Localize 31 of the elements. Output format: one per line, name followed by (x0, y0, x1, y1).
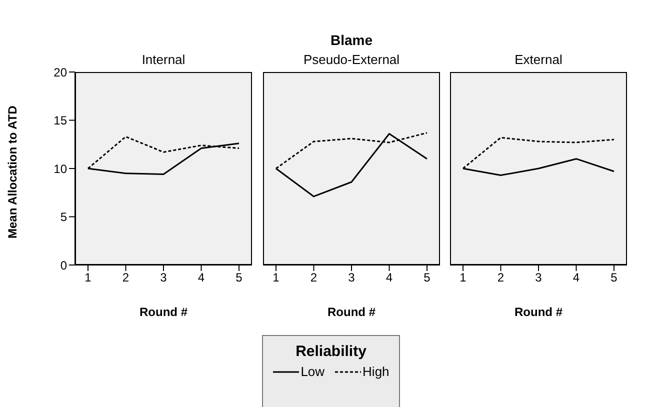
x-tick-label: 1 (84, 270, 92, 285)
x-tick-label: 4 (198, 270, 205, 285)
x-tick-label: 3 (535, 270, 542, 285)
x-tick-label: 2 (122, 270, 130, 285)
x-tick-label: 1 (272, 270, 280, 285)
chart-subtitle: Pseudo-External (302, 52, 401, 67)
chart-subtitle: External (514, 52, 564, 67)
x-tick-label: 3 (160, 270, 168, 285)
y-tick-label: 15 (54, 114, 68, 128)
y-tick-label: 10 (54, 162, 68, 176)
y-tick-label: 0 (60, 258, 68, 272)
x-tick-label: 1 (460, 270, 467, 285)
x-axis-title: Round # (140, 305, 188, 319)
x-axis-title: Round # (514, 305, 563, 319)
x-tick-label: 4 (572, 270, 580, 285)
x-tick-label: 2 (497, 270, 504, 285)
x-tick-label: 5 (236, 270, 243, 285)
y-tick-label: 20 (54, 65, 68, 80)
x-axis-title: Round # (328, 305, 376, 319)
x-tick-label: 5 (610, 270, 618, 285)
x-tick-label: 2 (310, 270, 318, 285)
chart-subtitle: Internal (140, 52, 186, 67)
legend-title: Reliability (294, 343, 368, 360)
legend-label: Low (300, 364, 325, 379)
y-tick-label: 5 (60, 210, 68, 224)
x-tick-label: 4 (386, 270, 393, 285)
legend-label: High (362, 364, 390, 379)
x-tick-label: 5 (424, 270, 431, 285)
y-axis-title: Mean Allocation to ATD (5, 105, 20, 238)
x-tick-label: 3 (348, 270, 356, 285)
chart-title: Blame (329, 32, 374, 48)
